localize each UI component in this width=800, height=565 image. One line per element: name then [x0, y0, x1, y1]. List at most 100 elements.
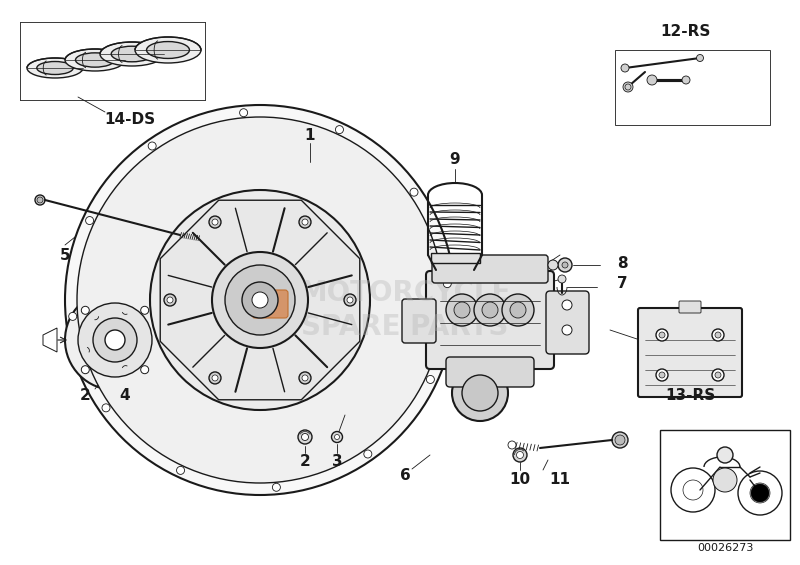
Circle shape: [93, 318, 137, 362]
Circle shape: [272, 483, 280, 492]
Circle shape: [299, 372, 311, 384]
Ellipse shape: [146, 42, 190, 58]
Circle shape: [141, 306, 149, 314]
Circle shape: [167, 297, 173, 303]
Bar: [660, 430, 790, 540]
Circle shape: [364, 450, 372, 458]
Circle shape: [82, 366, 90, 373]
Circle shape: [502, 294, 534, 326]
Circle shape: [715, 332, 721, 338]
Circle shape: [562, 300, 572, 310]
FancyBboxPatch shape: [679, 301, 701, 313]
Circle shape: [517, 451, 523, 459]
Ellipse shape: [37, 62, 74, 75]
Circle shape: [82, 306, 90, 314]
Circle shape: [548, 260, 558, 270]
Circle shape: [713, 468, 737, 492]
Circle shape: [558, 275, 566, 283]
Circle shape: [298, 430, 312, 444]
Circle shape: [212, 219, 218, 225]
Circle shape: [65, 290, 165, 390]
Circle shape: [562, 262, 568, 268]
FancyBboxPatch shape: [446, 357, 534, 387]
Circle shape: [164, 294, 176, 306]
Text: 8: 8: [617, 255, 628, 271]
Text: 9: 9: [450, 153, 460, 167]
Circle shape: [347, 297, 353, 303]
Bar: [615, 50, 770, 125]
Circle shape: [452, 365, 508, 421]
Text: 12-RS: 12-RS: [661, 24, 711, 40]
Circle shape: [209, 372, 221, 384]
Circle shape: [78, 303, 152, 377]
FancyBboxPatch shape: [426, 271, 554, 369]
Circle shape: [77, 117, 443, 483]
Circle shape: [659, 372, 665, 378]
Circle shape: [240, 108, 248, 117]
Circle shape: [712, 329, 724, 341]
Circle shape: [212, 375, 218, 381]
Circle shape: [682, 76, 690, 84]
Circle shape: [212, 252, 308, 348]
Circle shape: [299, 216, 311, 228]
FancyBboxPatch shape: [546, 291, 589, 354]
Ellipse shape: [135, 37, 201, 63]
Polygon shape: [160, 200, 360, 400]
Text: 4: 4: [120, 388, 130, 402]
Circle shape: [148, 142, 156, 150]
Text: 00026273: 00026273: [697, 543, 753, 553]
Circle shape: [302, 375, 308, 381]
Circle shape: [252, 292, 268, 308]
Circle shape: [102, 404, 110, 412]
Circle shape: [150, 190, 370, 410]
Circle shape: [558, 258, 572, 272]
Circle shape: [331, 432, 342, 442]
Circle shape: [508, 441, 516, 449]
Text: 3: 3: [332, 454, 342, 470]
Circle shape: [454, 302, 470, 318]
Circle shape: [209, 216, 221, 228]
Circle shape: [513, 448, 527, 462]
FancyBboxPatch shape: [252, 290, 288, 318]
Circle shape: [562, 325, 572, 335]
FancyBboxPatch shape: [638, 308, 742, 397]
Circle shape: [410, 188, 418, 196]
Circle shape: [446, 294, 478, 326]
Circle shape: [712, 369, 724, 381]
Text: 7: 7: [617, 276, 628, 290]
Circle shape: [344, 294, 356, 306]
Circle shape: [623, 82, 633, 92]
Circle shape: [474, 294, 506, 326]
Circle shape: [510, 302, 526, 318]
Circle shape: [443, 280, 451, 288]
Text: 10: 10: [510, 472, 530, 488]
Text: 5: 5: [60, 247, 70, 263]
Circle shape: [105, 330, 125, 350]
Text: 6: 6: [400, 467, 410, 483]
Circle shape: [225, 265, 295, 335]
Circle shape: [242, 282, 278, 318]
Text: 11: 11: [550, 472, 570, 488]
Circle shape: [715, 372, 721, 378]
Circle shape: [462, 375, 498, 411]
Circle shape: [482, 302, 498, 318]
Text: 2: 2: [300, 454, 310, 470]
FancyBboxPatch shape: [402, 299, 436, 343]
Text: 1: 1: [305, 128, 315, 142]
Ellipse shape: [27, 58, 83, 78]
Circle shape: [302, 219, 308, 225]
Circle shape: [656, 369, 668, 381]
Circle shape: [177, 466, 185, 475]
Circle shape: [69, 312, 77, 320]
Circle shape: [615, 435, 625, 445]
Text: 14-DS: 14-DS: [105, 112, 155, 128]
Circle shape: [717, 447, 733, 463]
Circle shape: [302, 433, 309, 441]
Circle shape: [334, 434, 339, 440]
Circle shape: [697, 54, 703, 62]
Ellipse shape: [75, 53, 114, 67]
Circle shape: [180, 220, 340, 380]
Circle shape: [656, 329, 668, 341]
FancyBboxPatch shape: [432, 255, 548, 283]
Circle shape: [621, 64, 629, 72]
